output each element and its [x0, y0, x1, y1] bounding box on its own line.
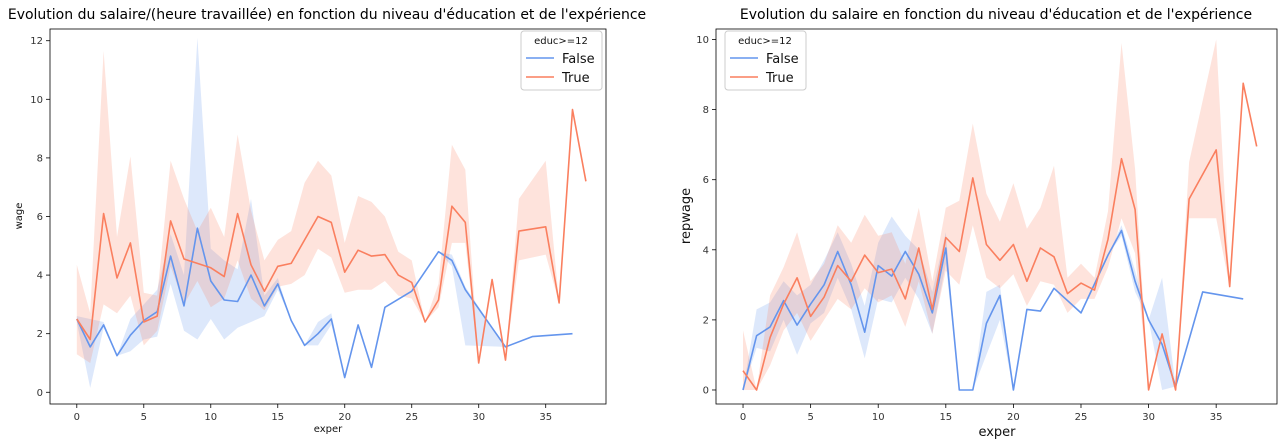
x-tick-label: 30 [1142, 412, 1155, 423]
legend-item-label: True [765, 71, 794, 86]
y-tick-label: 4 [703, 245, 709, 256]
x-axis-label: exper [978, 425, 1016, 440]
legend: educ>=12 False True [520, 30, 603, 91]
y-tick-label: 0 [703, 385, 709, 396]
x-tick-label: 25 [405, 412, 418, 423]
x-tick-label: 20 [1007, 412, 1020, 423]
y-tick-label: 6 [37, 212, 43, 223]
chart-title: Evolution du salaire/(heure travaillée) … [8, 7, 646, 23]
x-ticks: 0 5 10 15 20 25 30 35 [740, 404, 1223, 423]
y-tick-label: 8 [37, 153, 43, 164]
x-tick-label: 10 [872, 412, 885, 423]
bands [743, 39, 1257, 390]
x-tick-label: 35 [539, 412, 552, 423]
y-tick-label: 10 [30, 95, 43, 106]
y-tick-label: 8 [703, 105, 709, 116]
legend-item-label: False [562, 52, 595, 67]
x-tick-label: 15 [939, 412, 952, 423]
confidence-band-false [743, 216, 1244, 390]
legend-item-label: True [561, 71, 590, 86]
y-tick-label: 2 [703, 315, 709, 326]
x-tick-label: 15 [271, 412, 284, 423]
x-tick-label: 0 [74, 412, 80, 423]
confidence-band-true [743, 39, 1257, 390]
x-tick-label: 25 [1075, 412, 1088, 423]
y-tick-label: 4 [37, 271, 43, 282]
y-tick-label: 10 [696, 35, 709, 46]
y-tick-label: 6 [703, 175, 709, 186]
y-tick-label: 2 [37, 329, 43, 340]
legend-box [520, 30, 603, 91]
series-line-true [742, 82, 1258, 391]
legend-item-label: False [766, 52, 799, 67]
x-tick-label: 30 [472, 412, 485, 423]
bands [76, 37, 586, 388]
x-ticks: 0 5 10 15 20 25 30 35 [74, 404, 552, 423]
confidence-band-true [76, 51, 586, 363]
plot-frame [715, 28, 1278, 405]
y-tick-label: 0 [37, 388, 43, 399]
x-tick-label: 5 [807, 412, 813, 423]
y-axis-label: repwage [679, 188, 694, 244]
chart-title: Evolution du salaire en fonction du nive… [740, 7, 1252, 23]
confidence-band-false [76, 37, 573, 388]
x-tick-label: 5 [141, 412, 147, 423]
legend: educ>=12 False True [724, 30, 807, 91]
x-tick-label: 35 [1210, 412, 1223, 423]
lines [76, 108, 587, 379]
x-tick-label: 10 [204, 412, 217, 423]
legend-title: educ>=12 [534, 36, 588, 47]
y-tick-label: 12 [30, 36, 43, 47]
x-tick-label: 0 [740, 412, 746, 423]
series-line-false [742, 229, 1244, 391]
y-axis-label: wage [14, 203, 25, 230]
y-ticks: 0 2 4 6 8 10 12 [30, 36, 50, 399]
x-tick-label: 20 [338, 412, 351, 423]
legend-title: educ>=12 [738, 36, 792, 47]
y-ticks: 0 2 4 6 8 10 [696, 35, 716, 396]
repwage-chart: Evolution du salaire en fonction du nive… [679, 7, 1278, 440]
wage-chart: Evolution du salaire/(heure travaillée) … [8, 7, 646, 435]
x-axis-label: exper [314, 424, 343, 435]
series-line-true [76, 108, 587, 364]
legend-box [724, 30, 807, 91]
lines [742, 82, 1258, 391]
